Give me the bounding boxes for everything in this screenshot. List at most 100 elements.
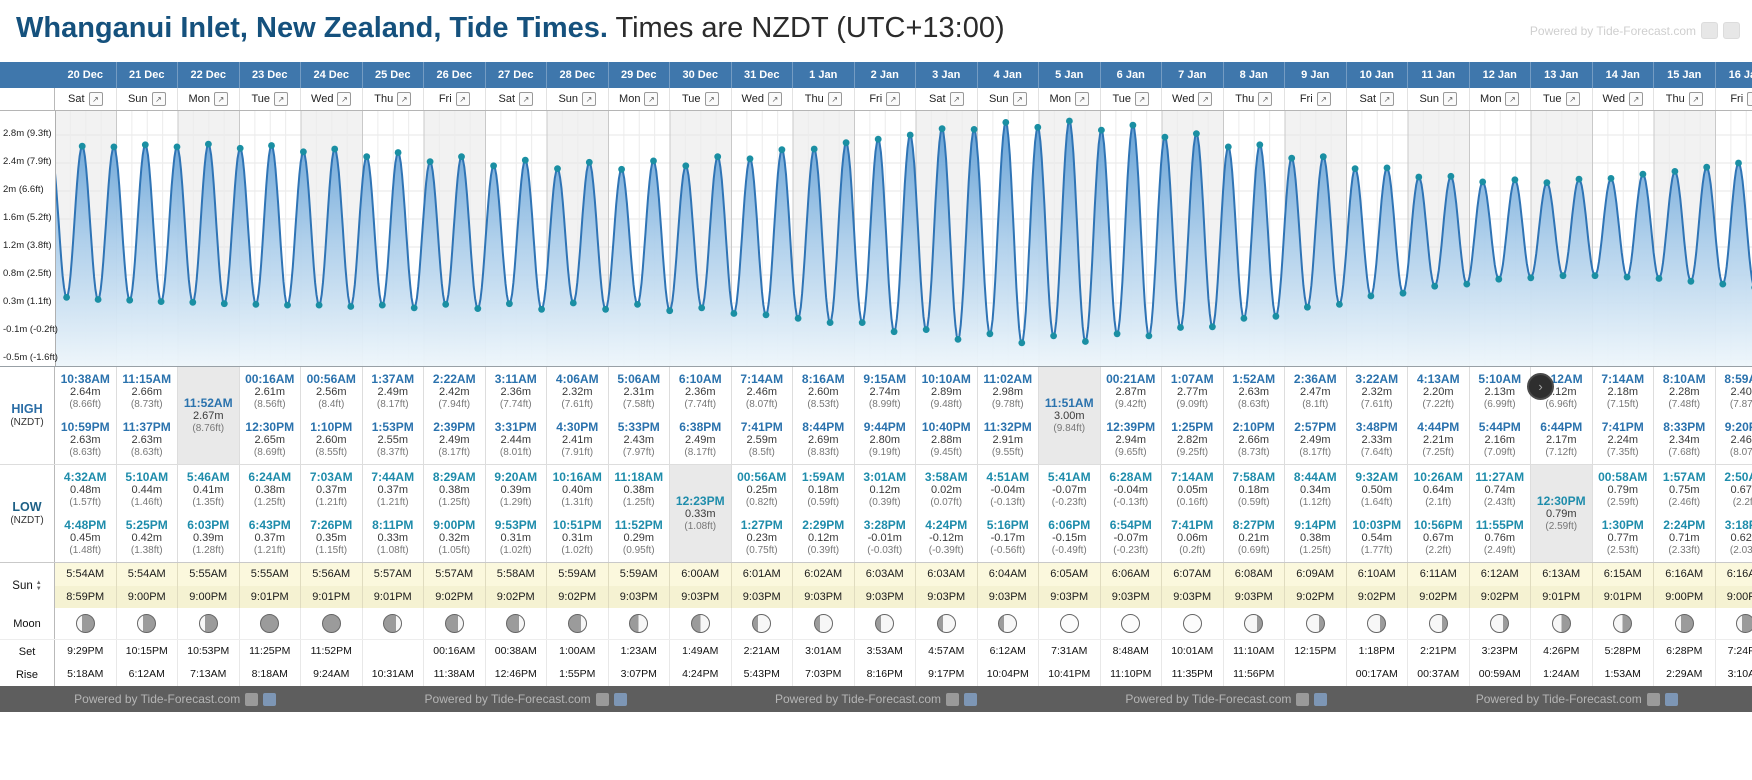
expand-day-icon[interactable]: ↗ — [88, 92, 103, 106]
tide-height-ft: (1.21ft) — [376, 496, 409, 508]
date-header[interactable]: 2 Jan — [855, 62, 916, 88]
moon-cell — [1593, 608, 1654, 639]
expand-day-icon[interactable]: ↗ — [582, 92, 597, 106]
moon-phase-icon-first-quarter — [690, 614, 710, 633]
header-social-icon-2[interactable] — [1723, 22, 1740, 39]
expand-day-icon[interactable]: ↗ — [1688, 92, 1703, 106]
date-header[interactable]: 16 Jan — [1716, 62, 1752, 88]
moonset-time: 3:53AM — [855, 640, 916, 663]
expand-day-icon[interactable]: ↗ — [455, 92, 470, 106]
expand-day-icon[interactable]: ↗ — [1747, 92, 1752, 106]
expand-day-icon[interactable]: ↗ — [213, 92, 228, 106]
date-header[interactable]: 29 Dec — [609, 62, 670, 88]
date-header[interactable]: 8 Jan — [1224, 62, 1285, 88]
tide-height-m: 0.67m — [1730, 483, 1752, 496]
footer-social-icon-2[interactable] — [964, 692, 978, 706]
date-header[interactable]: 9 Jan — [1285, 62, 1347, 88]
expand-day-icon[interactable]: ↗ — [397, 92, 412, 106]
moon-phase-icon-waning-crescent — [1674, 614, 1694, 633]
footer-social-icon-2[interactable] — [613, 692, 627, 706]
high-tide-cell: 3:22AM 2.32m (7.61ft) 3:48PM 2.33m (7.64ft) — [1347, 367, 1408, 464]
expand-day-icon[interactable]: ↗ — [1443, 92, 1458, 106]
expand-day-icon[interactable]: ↗ — [886, 92, 901, 106]
day-cell: Sun ↗ — [547, 88, 609, 110]
low-tide-time: 4:24PM — [925, 518, 968, 533]
y-axis: 3.2m (10.5ft)2.8m (9.3ft)2.4m (7.9ft)2m … — [0, 111, 58, 366]
date-header[interactable]: 22 Dec — [178, 62, 240, 88]
tide-height-ft: (0.69ft) — [1237, 545, 1270, 557]
high-tide-entry: 1:53PM 2.55m (8.37ft) — [363, 416, 424, 465]
moon-phase-icon-new — [260, 614, 280, 633]
expand-day-icon[interactable]: ↗ — [1012, 92, 1027, 106]
date-header[interactable]: 27 Dec — [486, 62, 547, 88]
date-header[interactable]: 5 Jan — [1039, 62, 1101, 88]
high-tide-dot — [1639, 170, 1647, 178]
expand-day-icon[interactable]: ↗ — [949, 92, 964, 106]
day-cell: Thu ↗ — [1654, 88, 1716, 110]
date-header[interactable]: 23 Dec — [240, 62, 301, 88]
day-cell: Sat ↗ — [1347, 88, 1408, 110]
footer-social-icon-1[interactable] — [946, 692, 960, 706]
high-tide-dot — [394, 149, 402, 156]
sunset-time: 9:03PM — [670, 586, 731, 608]
expand-day-icon[interactable]: ↗ — [1198, 92, 1213, 106]
footer-social-icon-1[interactable] — [595, 692, 609, 706]
expand-day-icon[interactable]: ↗ — [274, 92, 289, 106]
high-tide-time: 10:10AM — [921, 371, 971, 386]
footer-social-icon-2[interactable] — [263, 692, 277, 706]
expand-day-icon[interactable]: ↗ — [644, 92, 659, 106]
expand-day-icon[interactable]: ↗ — [1316, 92, 1331, 106]
date-header[interactable]: 7 Jan — [1162, 62, 1224, 88]
expand-day-icon[interactable]: ↗ — [1505, 92, 1520, 106]
header-social-icon-1[interactable] — [1701, 22, 1718, 39]
sunset-time: 9:03PM — [916, 586, 977, 608]
date-header[interactable]: 15 Jan — [1654, 62, 1716, 88]
date-header[interactable]: 14 Jan — [1593, 62, 1654, 88]
date-header[interactable]: 30 Dec — [670, 62, 732, 88]
date-header[interactable]: 28 Dec — [547, 62, 609, 88]
date-header[interactable]: 21 Dec — [117, 62, 178, 88]
date-header[interactable]: 12 Jan — [1470, 62, 1531, 88]
expand-day-icon[interactable]: ↗ — [151, 92, 166, 106]
date-header[interactable]: 6 Jan — [1101, 62, 1162, 88]
expand-day-icon[interactable]: ↗ — [827, 92, 842, 106]
footer-social-icon-1[interactable] — [1646, 692, 1660, 706]
footer-social-icon-1[interactable] — [245, 692, 259, 706]
expand-day-icon[interactable]: ↗ — [767, 92, 782, 106]
sunset-time: 9:03PM — [1223, 586, 1284, 608]
date-header[interactable]: 25 Dec — [363, 62, 424, 88]
date-header[interactable]: 3 Jan — [916, 62, 978, 88]
date-header[interactable]: 10 Jan — [1347, 62, 1408, 88]
expand-day-icon[interactable]: ↗ — [1074, 92, 1089, 106]
expand-day-icon[interactable]: ↗ — [337, 92, 352, 106]
tide-height-ft: (8.07ft) — [745, 398, 778, 410]
low-tide-time: 11:52PM — [614, 518, 663, 533]
expand-day-icon[interactable]: ↗ — [1565, 92, 1580, 106]
day-cell: Sun ↗ — [978, 88, 1039, 110]
expand-day-icon[interactable]: ↗ — [704, 92, 719, 106]
footer-social-icon-1[interactable] — [1296, 692, 1310, 706]
date-header[interactable]: 13 Jan — [1531, 62, 1593, 88]
tide-height-m: 2.46m — [746, 385, 778, 398]
date-header[interactable]: 24 Dec — [301, 62, 363, 88]
moon-phase-icon-waning-crescent — [137, 614, 157, 633]
footer-social-icon-2[interactable] — [1314, 692, 1328, 706]
moon-phase-icon-full — [1182, 614, 1202, 633]
date-header[interactable]: 1 Jan — [793, 62, 855, 88]
footer-social-icon-2[interactable] — [1664, 692, 1678, 706]
date-header[interactable]: 20 Dec — [55, 62, 117, 88]
moonrise-time: 10:31AM — [363, 663, 424, 686]
tide-height-m: 0.77m — [1607, 532, 1639, 545]
date-header[interactable]: 26 Dec — [424, 62, 486, 88]
date-header[interactable]: 31 Dec — [732, 62, 793, 88]
floating-scroll-button[interactable]: › — [1527, 373, 1554, 400]
date-header[interactable]: 11 Jan — [1408, 62, 1470, 88]
expand-day-icon[interactable]: ↗ — [1628, 92, 1643, 106]
tide-height-ft: (2.33ft) — [1668, 545, 1701, 557]
moon-cell — [1224, 608, 1285, 639]
expand-day-icon[interactable]: ↗ — [1380, 92, 1394, 106]
expand-day-icon[interactable]: ↗ — [1258, 92, 1273, 106]
expand-day-icon[interactable]: ↗ — [1135, 92, 1150, 106]
date-header[interactable]: 4 Jan — [978, 62, 1039, 88]
expand-day-icon[interactable]: ↗ — [519, 92, 533, 106]
